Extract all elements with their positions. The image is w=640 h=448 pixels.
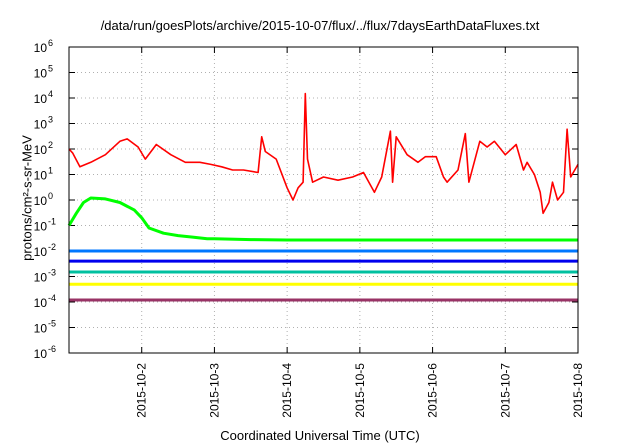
y-tick-label: 10 [34, 41, 48, 55]
y-tick-label-exponent: 6 [48, 38, 53, 48]
x-tick-label: 2015-10-5 [353, 363, 367, 418]
y-tick-label-exponent: 4 [48, 89, 53, 99]
x-tick-label: 2015-10-6 [426, 363, 440, 418]
y-tick-label-exponent: -3 [48, 268, 56, 278]
y-tick-label: 10 [34, 296, 48, 310]
chart-title: /data/run/goesPlots/archive/2015-10-07/f… [100, 18, 540, 33]
x-tick-label: 2015-10-7 [498, 363, 512, 418]
y-tick-label: 10 [34, 245, 48, 259]
y-tick-label: 10 [34, 67, 48, 81]
y-tick-label-exponent: 1 [48, 166, 53, 176]
y-tick-label: 10 [34, 92, 48, 106]
y-tick-label: 10 [34, 169, 48, 183]
y-tick-label: 10 [34, 271, 48, 285]
y-tick-label: 10 [34, 118, 48, 132]
y-tick-label-exponent: 0 [48, 191, 53, 201]
x-tick-label: 2015-10-2 [135, 363, 149, 418]
series-line [68, 92, 579, 215]
y-tick-label-exponent: -1 [48, 217, 56, 227]
y-tick-label: 10 [34, 220, 48, 234]
y-tick-label: 10 [34, 143, 48, 157]
y-tick-label: 10 [34, 322, 48, 336]
y-tick-label-exponent: 3 [48, 115, 53, 125]
series-line [67, 196, 578, 242]
plot-frame [68, 46, 579, 354]
y-tick-label: 10 [34, 347, 48, 361]
y-tick-label-exponent: -6 [48, 344, 56, 354]
x-tick-label: 2015-10-4 [280, 363, 294, 418]
y-tick-label-exponent: 2 [48, 140, 53, 150]
y-tick-label: 10 [34, 194, 48, 208]
x-tick-label: 2015-10-8 [571, 363, 585, 418]
y-tick-label-exponent: -4 [48, 293, 56, 303]
y-tick-label-exponent: -2 [48, 242, 56, 252]
x-axis-label: Coordinated Universal Time (UTC) [220, 428, 420, 443]
y-tick-label-exponent: 5 [48, 64, 53, 74]
x-tick-label: 2015-10-3 [207, 363, 221, 418]
y-tick-label-exponent: -5 [48, 319, 56, 329]
